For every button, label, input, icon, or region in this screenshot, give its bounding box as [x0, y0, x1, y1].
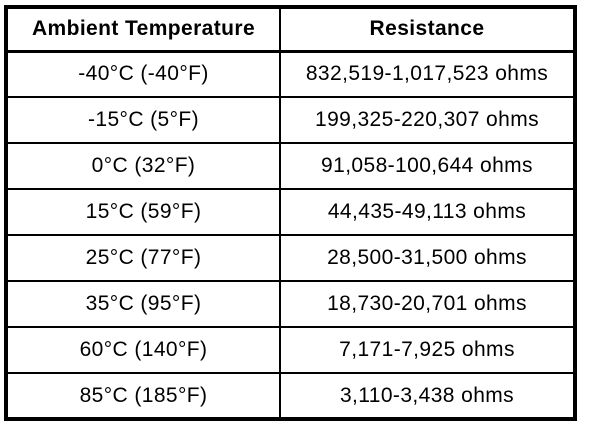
resistance-cell: 199,325-220,307 ohms [279, 96, 576, 144]
temperature-cell: 60°C (140°F) [5, 326, 281, 374]
table-row: -15°C (5°F) 199,325-220,307 ohms [5, 96, 576, 144]
table-row: 0°C (32°F) 91,058-100,644 ohms [5, 142, 576, 190]
temperature-cell: 85°C (185°F) [5, 372, 281, 420]
header-row: Ambient Temperature Resistance [5, 6, 576, 53]
resistance-cell: 18,730-20,701 ohms [279, 280, 576, 328]
temperature-cell: 25°C (77°F) [5, 234, 281, 282]
table-body: -40°C (-40°F) 832,519-1,017,523 ohms -15°C… [5, 50, 576, 420]
temperature-cell: -15°C (5°F) [5, 96, 281, 144]
resistance-cell: 91,058-100,644 ohms [279, 142, 576, 190]
temperature-resistance-table: Ambient Temperature Resistance -40°C (-4… [4, 5, 577, 421]
resistance-cell: 44,435-49,113 ohms [279, 188, 576, 236]
resistance-cell: 28,500-31,500 ohms [279, 234, 576, 282]
table-row: 35°C (95°F) 18,730-20,701 ohms [5, 280, 576, 328]
table-row: 60°C (140°F) 7,171-7,925 ohms [5, 326, 576, 374]
column-header-resistance: Resistance [279, 6, 576, 53]
resistance-cell: 832,519-1,017,523 ohms [279, 50, 576, 98]
table-row: -40°C (-40°F) 832,519-1,017,523 ohms [5, 50, 576, 98]
temperature-cell: 15°C (59°F) [5, 188, 281, 236]
table-row: 15°C (59°F) 44,435-49,113 ohms [5, 188, 576, 236]
table-row: 85°C (185°F) 3,110-3,438 ohms [5, 372, 576, 420]
column-header-ambient-temperature: Ambient Temperature [5, 6, 281, 53]
table-row: 25°C (77°F) 28,500-31,500 ohms [5, 234, 576, 282]
resistance-cell: 7,171-7,925 ohms [279, 326, 576, 374]
temperature-cell: 0°C (32°F) [5, 142, 281, 190]
temperature-cell: -40°C (-40°F) [5, 50, 281, 98]
temperature-cell: 35°C (95°F) [5, 280, 281, 328]
resistance-cell: 3,110-3,438 ohms [279, 372, 576, 420]
